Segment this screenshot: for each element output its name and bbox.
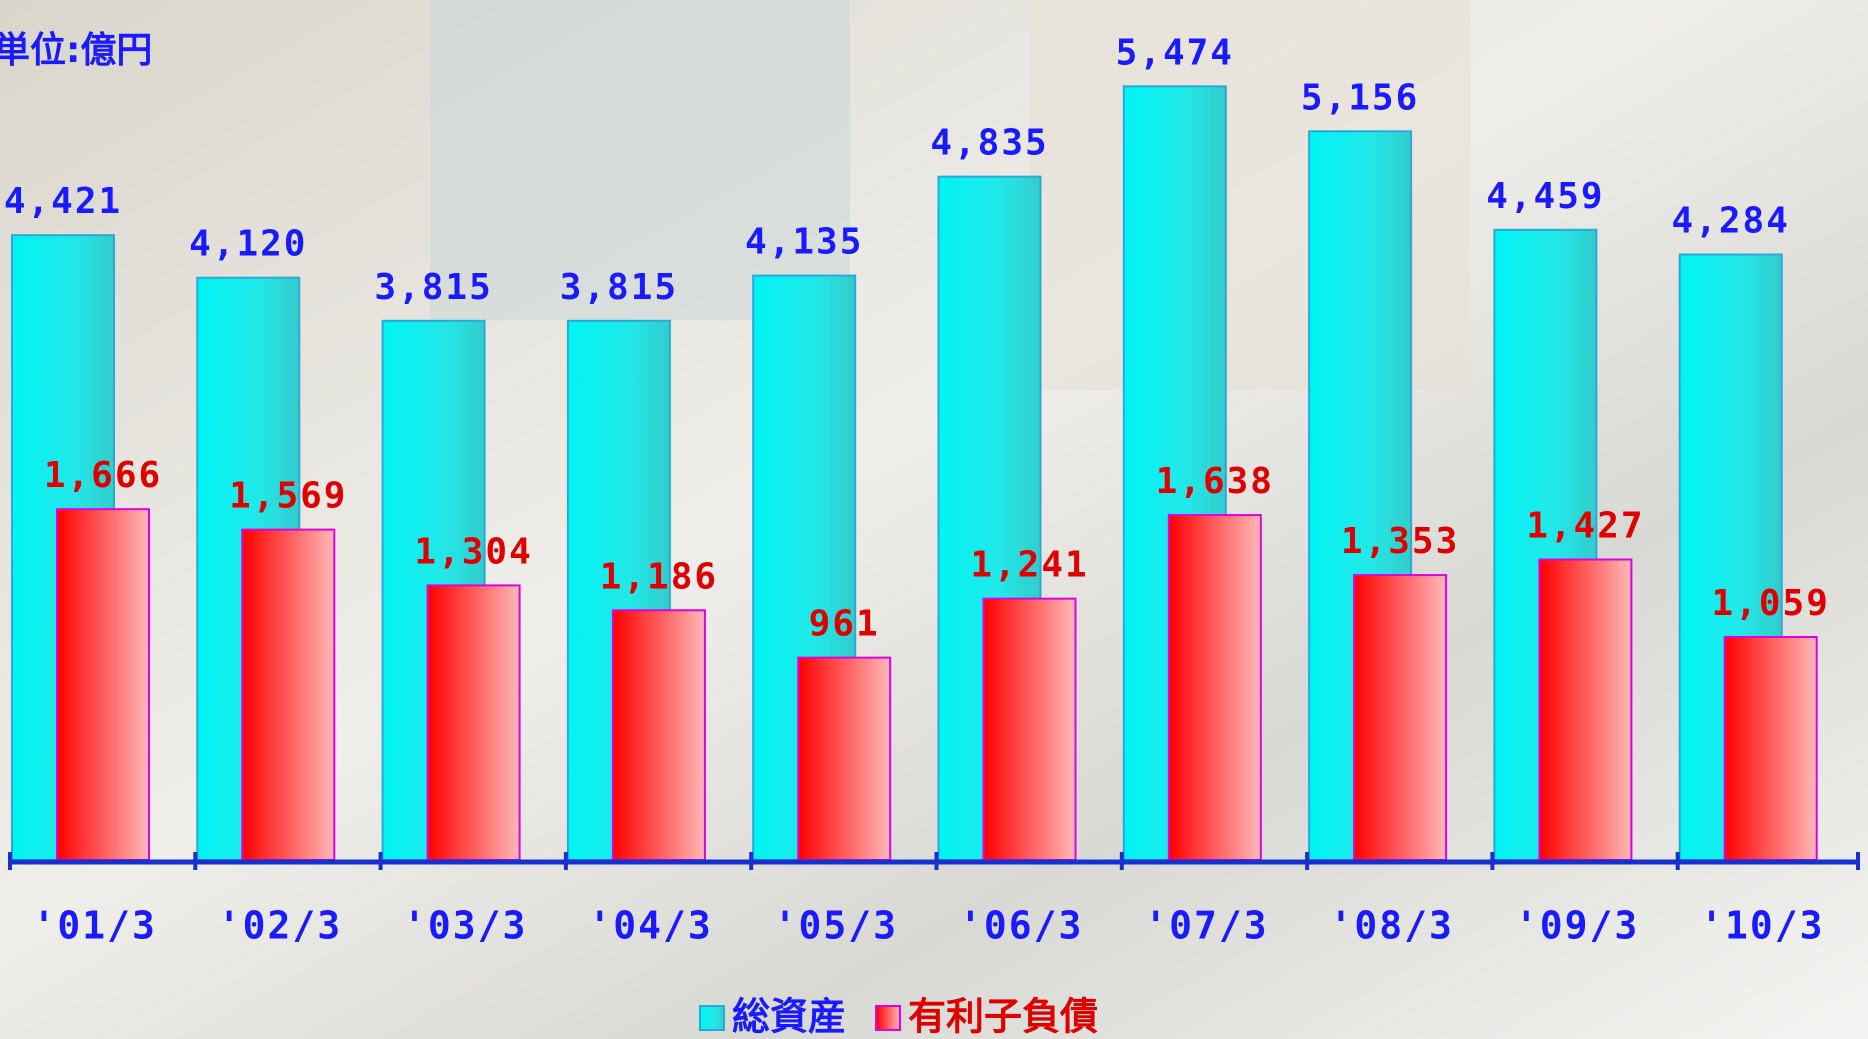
background-photo xyxy=(430,0,850,320)
x-tick-label: '02/3 xyxy=(218,904,342,948)
legend-label: 総資産 xyxy=(732,995,846,1039)
bar xyxy=(611,609,706,861)
value-label: 4,835 xyxy=(930,123,1048,164)
legend-swatch xyxy=(699,1005,725,1031)
value-label: 3,815 xyxy=(374,267,492,308)
value-label: 961 xyxy=(809,604,880,645)
value-label: 4,459 xyxy=(1486,176,1604,217)
value-label: 1,353 xyxy=(1341,521,1459,562)
x-tick-label: '04/3 xyxy=(588,904,712,948)
x-tick-label: '08/3 xyxy=(1330,904,1454,948)
bar xyxy=(797,656,892,861)
x-tick-label: '10/3 xyxy=(1700,904,1824,948)
bar xyxy=(1723,635,1818,861)
x-tick-label: '05/3 xyxy=(774,904,898,948)
unit-label: 単位:億円 xyxy=(0,30,152,71)
value-label: 4,284 xyxy=(1672,201,1790,242)
value-label: 4,120 xyxy=(189,224,307,265)
value-label: 3,815 xyxy=(560,267,678,308)
value-label: 5,156 xyxy=(1301,77,1419,118)
bar xyxy=(1353,574,1448,861)
value-label: 1,666 xyxy=(44,455,162,496)
value-label: 4,421 xyxy=(4,181,122,222)
value-label: 1,186 xyxy=(600,556,718,597)
value-label: 1,638 xyxy=(1156,461,1274,502)
x-tick-label: '07/3 xyxy=(1144,904,1268,948)
x-tick-label: '03/3 xyxy=(403,904,527,948)
bar xyxy=(1538,558,1633,861)
value-label: 4,135 xyxy=(745,222,863,263)
value-label: 1,569 xyxy=(229,476,347,517)
value-label: 1,059 xyxy=(1712,583,1830,624)
bar xyxy=(241,528,336,861)
legend-swatch xyxy=(875,1005,902,1031)
x-tick-label: '01/3 xyxy=(32,904,156,948)
x-tick-label: '06/3 xyxy=(959,904,1083,948)
bar xyxy=(56,508,150,861)
value-label: 1,427 xyxy=(1526,506,1644,547)
bar xyxy=(1167,514,1262,861)
value-label: 1,304 xyxy=(414,531,532,572)
bar xyxy=(426,584,521,861)
x-tick-label: '09/3 xyxy=(1515,904,1639,948)
value-label: 5,474 xyxy=(1116,32,1234,73)
legend-label: 有利子負債 xyxy=(908,995,1098,1039)
bar xyxy=(982,597,1077,861)
value-label: 1,241 xyxy=(970,545,1088,586)
